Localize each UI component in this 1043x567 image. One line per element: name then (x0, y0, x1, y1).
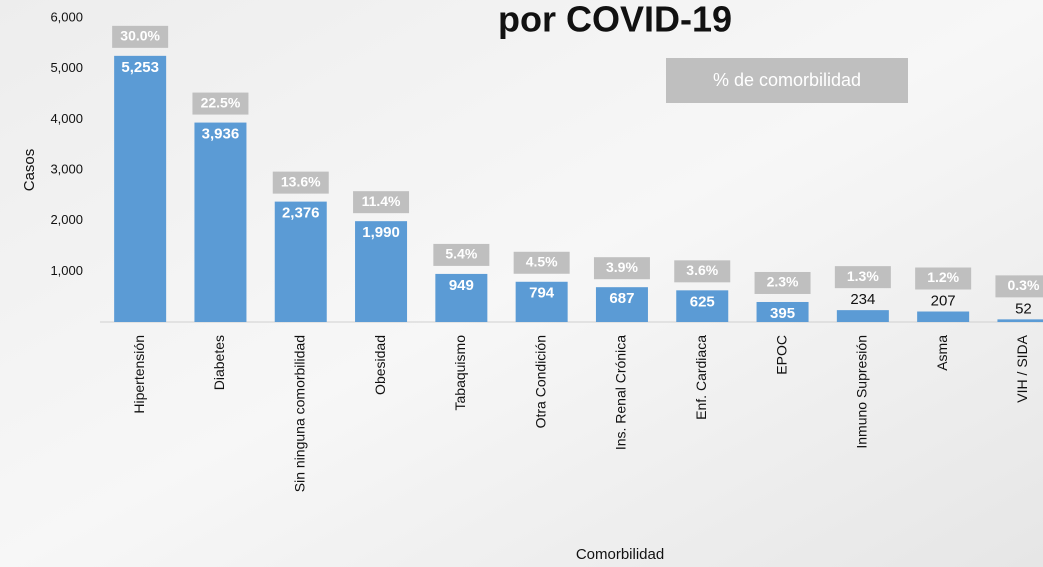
bar (756, 301, 809, 322)
x-tick-label: Asma (934, 335, 950, 371)
value-label: 207 (931, 292, 956, 309)
y-tick-label: 5,000 (50, 60, 83, 75)
x-tick-label: Tabaquismo (452, 335, 468, 411)
bar (194, 122, 247, 323)
bar (114, 55, 167, 323)
value-label: 52 (1015, 300, 1032, 317)
bar (676, 290, 729, 322)
bar (836, 310, 889, 322)
percent-box (433, 243, 490, 266)
x-tick-label: Obesidad (372, 335, 388, 395)
x-tick-label: EPOC (773, 335, 789, 375)
legend-box (666, 58, 908, 103)
chart-title: por COVID-19 (498, 0, 732, 40)
value-label: 687 (609, 290, 634, 307)
percent-label: 1.3% (847, 268, 879, 284)
bar (917, 311, 970, 322)
percent-label: 3.9% (606, 259, 638, 275)
x-tick-label: VIH / SIDA (1014, 334, 1030, 402)
value-label: 5,253 (121, 59, 159, 76)
y-tick-label: 6,000 (50, 9, 83, 24)
percent-box (513, 251, 570, 274)
percent-label: 13.6% (281, 173, 321, 189)
x-tick-label: Ins. Renal Crónica (613, 335, 629, 450)
y-tick-label: 4,000 (50, 111, 83, 126)
percent-box (754, 271, 811, 294)
percent-box (272, 171, 329, 194)
y-tick-label: 3,000 (50, 161, 83, 176)
percent-label: 4.5% (526, 253, 558, 269)
y-axis-label: Casos (21, 149, 38, 192)
percent-label: 0.3% (1007, 277, 1039, 293)
percent-box (995, 275, 1043, 298)
value-label: 3,936 (202, 126, 240, 143)
percent-box (192, 92, 249, 115)
percent-label: 1.2% (927, 269, 959, 285)
value-label: 794 (529, 285, 555, 302)
value-label: 1,990 (362, 224, 400, 241)
percent-box (112, 25, 169, 48)
value-label: 949 (449, 277, 474, 294)
x-tick-label: Otra Condición (532, 335, 548, 428)
percent-label: 3.6% (686, 262, 718, 278)
value-label: 234 (850, 291, 875, 308)
percent-label: 5.4% (445, 246, 477, 262)
y-tick-label: 1,000 (50, 263, 83, 278)
percent-label: 11.4% (362, 193, 401, 209)
percent-label: 2.3% (767, 274, 799, 290)
legend-label: % de comorbilidad (713, 70, 861, 90)
x-tick-label: Hipertensión (131, 335, 147, 414)
percent-box (353, 191, 410, 214)
y-tick-label: 2,000 (50, 212, 83, 227)
bar (355, 221, 408, 322)
percent-box (915, 267, 972, 290)
x-tick-label: Diabetes (211, 335, 227, 390)
value-label: 625 (690, 293, 715, 310)
bar (274, 201, 327, 322)
x-tick-label: Enf. Cardiaca (693, 335, 709, 420)
percent-label: 30.0% (120, 28, 160, 44)
bar (515, 281, 568, 322)
percent-box (834, 266, 891, 289)
value-label: 395 (770, 305, 795, 322)
percent-label: 22.5% (201, 94, 241, 110)
bar (997, 319, 1043, 322)
x-axis-label: Comorbilidad (576, 546, 664, 563)
bar (435, 273, 488, 322)
percent-box (593, 257, 650, 280)
x-tick-label: Inmuno Supresión (854, 335, 870, 449)
value-label: 2,376 (282, 205, 320, 222)
percent-box (674, 260, 731, 283)
bar (595, 287, 648, 322)
x-tick-label: Sin ninguna comorbilidad (291, 335, 307, 492)
